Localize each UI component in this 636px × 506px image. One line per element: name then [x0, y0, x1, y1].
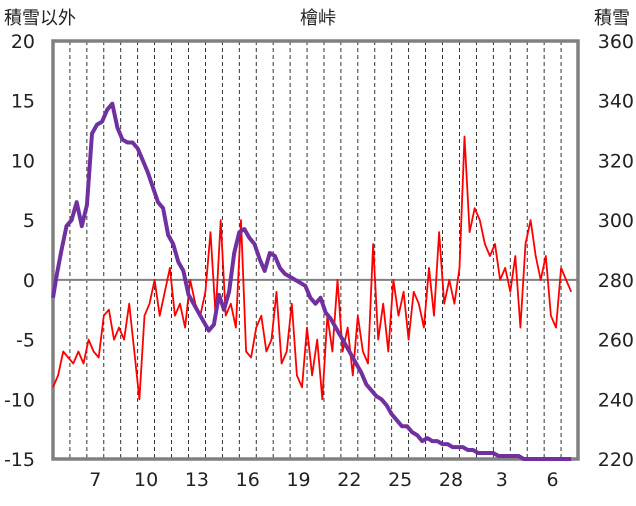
- x-tick-label: 6: [547, 469, 559, 491]
- left-tick-label: 0: [23, 270, 35, 292]
- left-tick-label: 20: [11, 31, 35, 53]
- left-tick-label: -15: [4, 449, 35, 471]
- right-tick-label: 340: [598, 91, 634, 113]
- right-tick-label: 240: [598, 389, 634, 411]
- right-tick-label: 300: [598, 210, 634, 232]
- plot-frame: [51, 39, 580, 461]
- x-tick-label: 7: [89, 469, 101, 491]
- right-axis-title: 積雪: [594, 8, 630, 29]
- left-tick-label: -5: [16, 330, 35, 352]
- x-tick-label: 28: [439, 469, 463, 491]
- x-tick-label: 22: [337, 469, 361, 491]
- right-tick-label: 260: [598, 330, 634, 352]
- x-tick-label: 25: [388, 469, 412, 491]
- left-tick-label: 5: [23, 210, 35, 232]
- x-tick-label: 13: [185, 469, 209, 491]
- right-tick-label: 320: [598, 150, 634, 172]
- left-tick-label: 15: [11, 91, 35, 113]
- right-tick-label: 220: [598, 449, 634, 471]
- x-tick-label: 3: [496, 469, 508, 491]
- x-tick-label: 10: [134, 469, 158, 491]
- chart-title: 檜峠: [300, 8, 336, 29]
- series-line-2: [51, 101, 572, 461]
- left-tick-label: 10: [11, 150, 35, 172]
- x-tick-label: 16: [236, 469, 260, 491]
- left-axis-title: 積雪以外: [4, 8, 76, 29]
- left-tick-label: -10: [4, 389, 35, 411]
- right-tick-label: 360: [598, 31, 634, 53]
- x-tick-label: 19: [286, 469, 310, 491]
- right-tick-label: 280: [598, 270, 634, 292]
- series-line-1: [52, 135, 573, 401]
